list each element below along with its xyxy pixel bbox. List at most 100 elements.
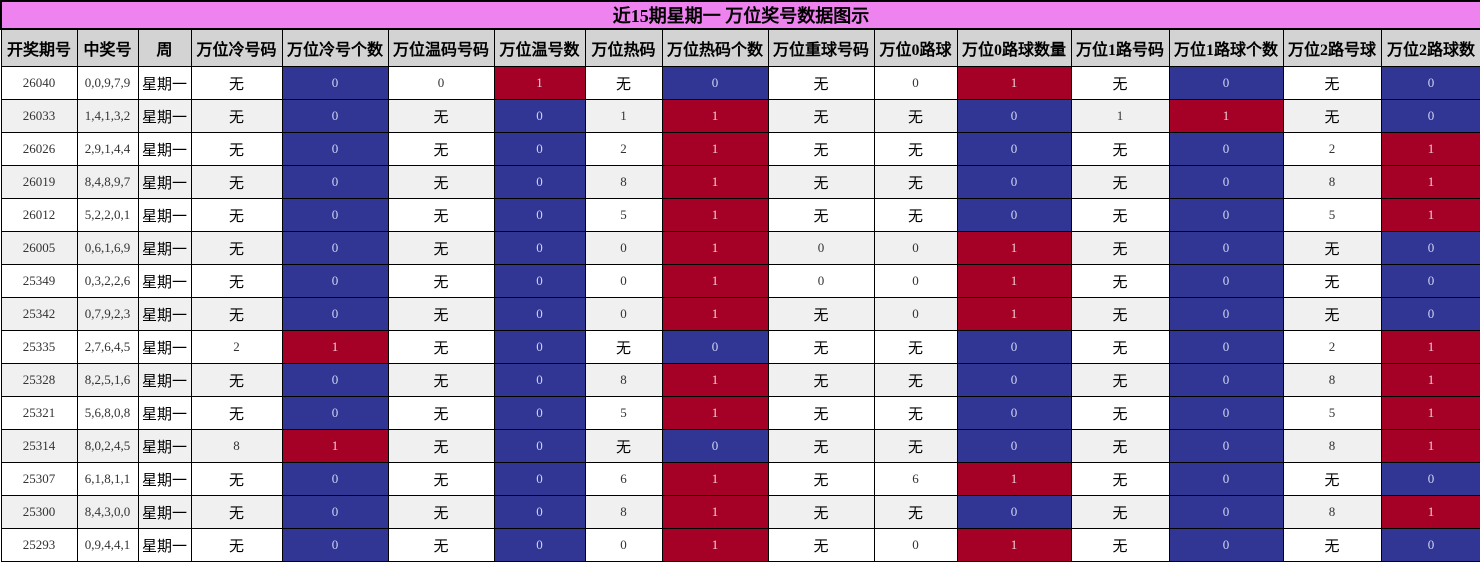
- table-cell: 无: [387, 396, 495, 430]
- table-cell: 0: [956, 495, 1072, 529]
- table-cell: 8: [584, 363, 663, 397]
- table-cell: 0: [873, 231, 958, 265]
- table-cell: 无: [873, 495, 958, 529]
- table-cell: 0: [1168, 198, 1284, 232]
- column-header: 万位重球号码: [767, 28, 875, 67]
- table-cell: 2,9,1,4,4: [76, 132, 139, 166]
- table-cell: 1: [1380, 198, 1480, 232]
- table-cell: 星期一: [137, 165, 192, 199]
- table-cell: 1: [661, 264, 769, 298]
- table-cell: 无: [1282, 462, 1382, 496]
- table-cell: 0: [956, 363, 1072, 397]
- table-cell: 6,1,8,1,1: [76, 462, 139, 496]
- table-cell: 1: [661, 495, 769, 529]
- table-cell: 1: [956, 231, 1072, 265]
- table-cell: 0: [281, 396, 389, 430]
- table-cell: 0: [281, 99, 389, 133]
- table-cell: 无: [873, 198, 958, 232]
- table-cell: 25293: [0, 528, 78, 562]
- table-cell: 无: [584, 330, 663, 364]
- table-cell: 1: [661, 297, 769, 331]
- table-cell: 无: [190, 495, 283, 529]
- table-cell: 8: [1282, 429, 1382, 463]
- table-cell: 无: [1070, 165, 1170, 199]
- table-cell: 无: [387, 132, 495, 166]
- table-cell: 0: [956, 429, 1072, 463]
- table-cell: 无: [767, 165, 875, 199]
- table-cell: 1: [1380, 132, 1480, 166]
- table-cell: 5: [584, 396, 663, 430]
- table-cell: 1: [956, 66, 1072, 100]
- table-cell: 无: [767, 330, 875, 364]
- table-cell: 25300: [0, 495, 78, 529]
- table-row: 25349 0,3,2,2,6 星期一无 0 无 0 0 1 0 0 1 无 0 无 0: [0, 264, 1480, 298]
- column-header: 万位0路球: [873, 28, 958, 67]
- table-cell: 0: [281, 528, 389, 562]
- table-row: 26033 1,4,1,3,2 星期一无 0 无 0 1 1 无无 0 1 1 无 0: [0, 99, 1480, 133]
- table-cell: 0: [493, 396, 586, 430]
- table-cell: 0: [661, 66, 769, 100]
- table-cell: 无: [190, 165, 283, 199]
- table-cell: 1: [661, 132, 769, 166]
- table-cell: 5: [1282, 396, 1382, 430]
- table-cell: 无: [387, 528, 495, 562]
- table-cell: 8,0,2,4,5: [76, 429, 139, 463]
- table-cell: 无: [767, 132, 875, 166]
- column-header: 万位1路球个数: [1168, 28, 1284, 67]
- table-cell: 无: [190, 99, 283, 133]
- table-cell: 无: [1282, 297, 1382, 331]
- column-header: 万位2路球数: [1380, 28, 1480, 67]
- table-cell: 1: [1168, 99, 1284, 133]
- table-cell: 无: [873, 132, 958, 166]
- column-header: 周: [137, 28, 192, 67]
- column-header: 万位温码号码: [387, 28, 495, 67]
- table-cell: 无: [1070, 198, 1170, 232]
- table-cell: 星期一: [137, 528, 192, 562]
- table-cell: 1: [1380, 165, 1480, 199]
- table-cell: 星期一: [137, 462, 192, 496]
- table-cell: 0: [767, 264, 875, 298]
- table-cell: 无: [387, 363, 495, 397]
- table-cell: 无: [584, 66, 663, 100]
- table-cell: 0: [584, 528, 663, 562]
- table-row: 25335 2,7,6,4,5 星期一 2 1 无 0 无 0 无无 0 无 0 2 1: [0, 330, 1480, 364]
- table-cell: 0: [281, 165, 389, 199]
- table-cell: 无: [387, 231, 495, 265]
- table-cell: 无: [1070, 495, 1170, 529]
- table-body: 26040 0,0,9,7,9 星期一无 0 0 1 无 0 无 0 1 无 0 无 0 26033 1,4,1…: [0, 66, 1480, 562]
- table-cell: 0: [1380, 264, 1480, 298]
- table-row: 25321 5,6,8,0,8 星期一无 0 无 0 5 1 无无 0 无 0 5 1: [0, 396, 1480, 430]
- table-cell: 星期一: [137, 198, 192, 232]
- table-cell: 无: [190, 66, 283, 100]
- table-cell: 无: [1070, 528, 1170, 562]
- table-cell: 0: [387, 66, 495, 100]
- table-cell: 无: [873, 99, 958, 133]
- table-row: 26005 0,6,1,6,9 星期一无 0 无 0 0 1 0 0 1 无 0 无 0: [0, 231, 1480, 265]
- table-cell: 无: [1282, 264, 1382, 298]
- table-cell: 无: [767, 528, 875, 562]
- table-cell: 无: [584, 429, 663, 463]
- table-cell: 无: [1282, 231, 1382, 265]
- table-cell: 0: [1168, 297, 1284, 331]
- table-cell: 25307: [0, 462, 78, 496]
- table-cell: 星期一: [137, 396, 192, 430]
- table-cell: 无: [1282, 99, 1382, 133]
- table-row: 25314 8,0,2,4,5 星期一 8 1 无 0 无 0 无无 0 无 0 8 1: [0, 429, 1480, 463]
- table-cell: 5: [1282, 198, 1382, 232]
- table-cell: 0: [1380, 66, 1480, 100]
- table-cell: 无: [387, 462, 495, 496]
- table-cell: 0: [493, 99, 586, 133]
- table-row: 25328 8,2,5,1,6 星期一无 0 无 0 8 1 无无 0 无 0 8 1: [0, 363, 1480, 397]
- table-cell: 25335: [0, 330, 78, 364]
- table-cell: 星期一: [137, 429, 192, 463]
- table-cell: 星期一: [137, 66, 192, 100]
- table-cell: 0: [493, 462, 586, 496]
- table-cell: 2,7,6,4,5: [76, 330, 139, 364]
- table-cell: 1: [1070, 99, 1170, 133]
- table-cell: 1: [661, 165, 769, 199]
- table-cell: 6: [873, 462, 958, 496]
- table-cell: 0: [956, 330, 1072, 364]
- column-header: 万位热码: [584, 28, 663, 67]
- table-cell: 0: [281, 66, 389, 100]
